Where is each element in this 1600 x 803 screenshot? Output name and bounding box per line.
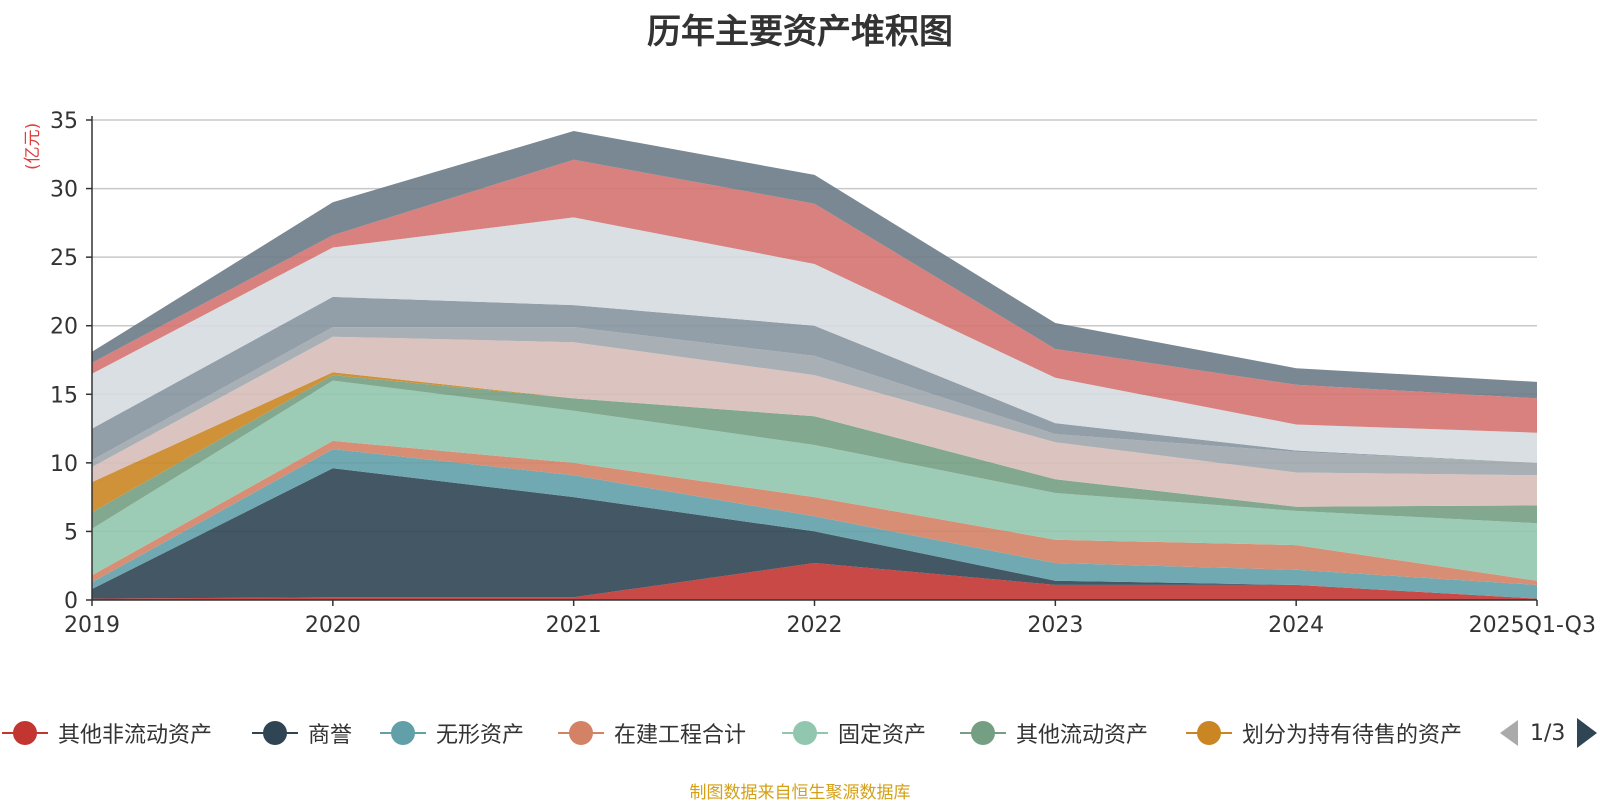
y-tick-label: 35	[50, 109, 78, 134]
legend-marker-icon	[556, 716, 606, 750]
area-series-10[interactable]	[92, 296, 1537, 463]
area-其他非流动资产[interactable]	[92, 563, 1537, 600]
legend-item[interactable]: 其他流动资产	[958, 716, 1148, 750]
legend-marker-dot	[793, 721, 817, 745]
legend-marker-icon	[0, 716, 50, 750]
legend-marker-icon	[1184, 716, 1234, 750]
legend-marker-dot	[1197, 721, 1221, 745]
area-series-11[interactable]	[92, 217, 1537, 463]
stacked-area-chart: 0 5 10 15 20 25 30 35 2019 2020 2021 2022 2023 2024 20…	[50, 109, 1596, 638]
legend-page-indicator: 1/3	[1530, 720, 1566, 746]
legend-label: 在建工程合计	[614, 723, 747, 748]
legend-marker-icon	[958, 716, 1008, 750]
y-tick-label: 0	[64, 589, 78, 614]
x-tick-label: 2021	[546, 613, 602, 638]
legend-label: 固定资产	[838, 723, 927, 748]
legend-marker-dot	[263, 721, 287, 745]
axes: 0 5 10 15 20 25 30 35 2019 2020 2021 2022 2023 2024 20…	[50, 109, 1596, 638]
legend-marker-dot	[971, 721, 995, 745]
x-tick-label: 2024	[1268, 613, 1324, 638]
x-tick-label: 2025Q1-Q3	[1469, 613, 1596, 638]
area-series-13[interactable]	[92, 131, 1537, 399]
area-series-group	[92, 131, 1537, 600]
area-无形资产[interactable]	[92, 449, 1537, 599]
legend-label: 划分为持有待售的资产	[1242, 723, 1463, 748]
legend-item[interactable]: 固定资产	[780, 716, 926, 750]
y-tick-label: 5	[64, 520, 78, 545]
area-商誉[interactable]	[92, 468, 1537, 599]
legend-label: 其他流动资产	[1016, 723, 1149, 748]
legend-label: 其他非流动资产	[58, 723, 213, 748]
x-tick-label: 2020	[305, 613, 361, 638]
legend-label: 商誉	[308, 723, 353, 748]
legend-item[interactable]: 划分为持有待售的资产	[1184, 716, 1462, 750]
y-tick-label: 20	[50, 315, 78, 340]
area-其他流动资产[interactable]	[92, 375, 1537, 529]
legend-item[interactable]: 商誉	[250, 716, 352, 750]
y-tick-label: 10	[50, 452, 78, 477]
legend-marker-dot	[391, 721, 415, 745]
legend: 其他非流动资产 商誉 无形资产 在建工程合计 固定资产 其他流动资产 划分为持有待售的资产	[0, 716, 1600, 750]
area-在建工程合计[interactable]	[92, 440, 1537, 585]
area-series-12[interactable]	[92, 159, 1537, 433]
y-tick-label: 30	[50, 178, 78, 203]
legend-item[interactable]: 无形资产	[378, 716, 524, 750]
area-series-8[interactable]	[92, 336, 1537, 507]
legend-marker-dot	[13, 721, 37, 745]
y-tick-label: 15	[50, 383, 78, 408]
legend-marker-dot	[569, 721, 593, 745]
legend-marker-icon	[378, 716, 428, 750]
y-tick-label: 25	[50, 246, 78, 271]
x-tick-label: 2023	[1027, 613, 1083, 638]
legend-marker-icon	[250, 716, 300, 750]
data-source-note: 制图数据来自恒生聚源数据库	[689, 783, 911, 803]
legend-pager: 1/3	[1500, 716, 1598, 750]
legend-marker-icon	[780, 716, 830, 750]
x-tick-label: 2022	[787, 613, 843, 638]
area-固定资产[interactable]	[92, 380, 1537, 581]
chart-title: 历年主要资产堆积图	[647, 12, 953, 52]
legend-item[interactable]: 其他非流动资产	[0, 716, 212, 750]
legend-prev-arrow-icon[interactable]	[1500, 720, 1518, 746]
legend-item[interactable]: 在建工程合计	[556, 716, 746, 750]
x-tick-label: 2019	[64, 613, 120, 638]
legend-next-arrow-icon[interactable]	[1577, 718, 1598, 748]
area-series-9[interactable]	[92, 327, 1537, 476]
legend-label: 无形资产	[436, 723, 525, 748]
